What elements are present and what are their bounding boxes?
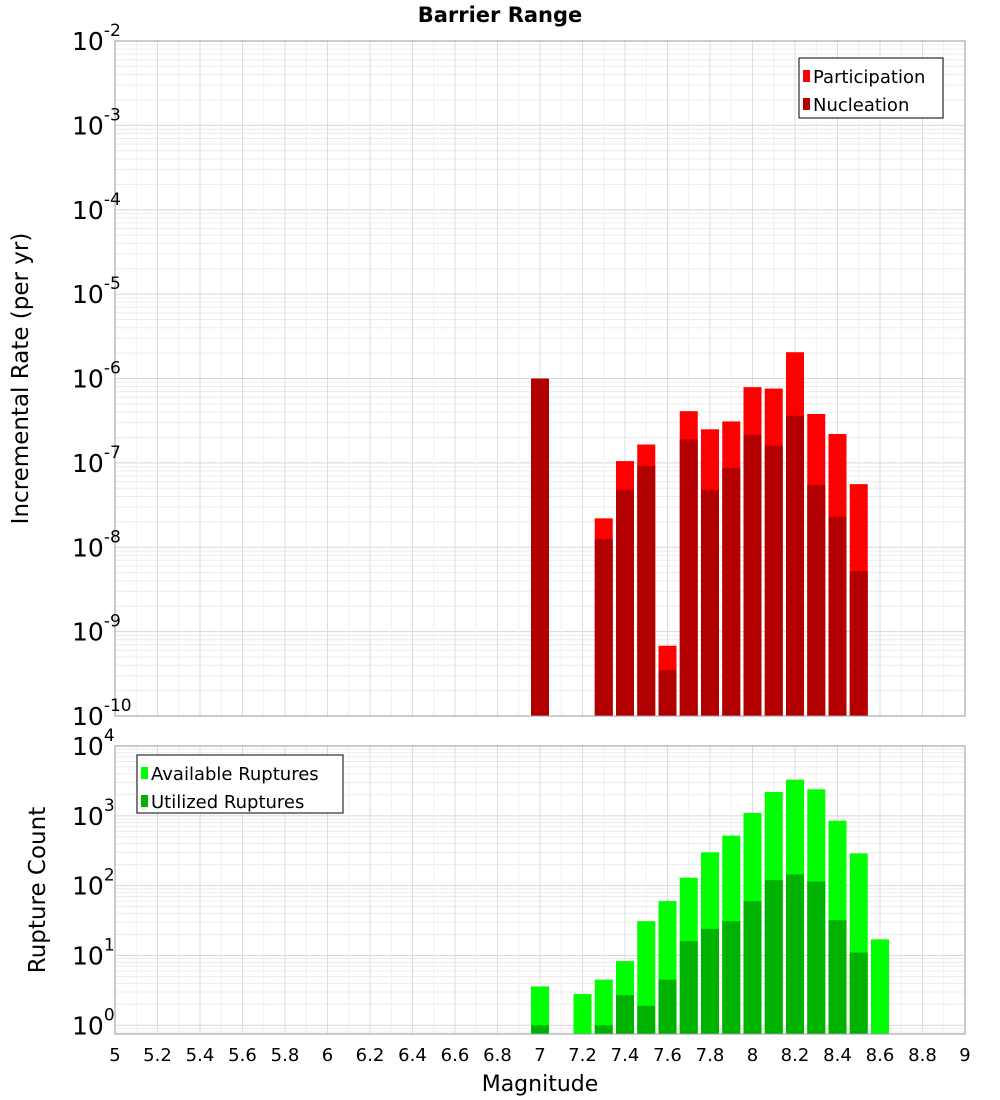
x-axis-label: Magnitude (482, 1072, 599, 1097)
bottom-bar (743, 901, 762, 1034)
x-tick-label: 8.6 (866, 1045, 895, 1066)
bottom-legend: Available Ruptures Utilized Ruptures (136, 754, 344, 814)
bottom-bar (764, 880, 783, 1034)
bottom-bar (573, 994, 592, 1034)
annotations: Barrier Range (418, 3, 583, 27)
bottom-y-tick-label: 100 (72, 1005, 115, 1040)
x-tick-label: 5.4 (186, 1045, 215, 1066)
x-tick-label: 6.4 (398, 1045, 427, 1066)
top-y-tick-label: 10-6 (72, 359, 121, 394)
bottom-bar (594, 1025, 613, 1034)
top-y-tick-label: 10-8 (72, 527, 121, 562)
top-y-tick-label: 10-4 (72, 190, 121, 225)
top-series-2 (531, 378, 868, 716)
top-y-tick-label: 10-3 (72, 105, 121, 140)
top-bar (594, 539, 613, 716)
top-bar (701, 489, 719, 716)
x-tick-label: 6.2 (356, 1045, 385, 1066)
x-tick-label: 5.8 (271, 1045, 300, 1066)
top-y-tick-label: 10-7 (72, 443, 121, 478)
bottom-bar (786, 874, 804, 1034)
x-tick-label: 7.4 (611, 1045, 640, 1066)
x-tick-label: 7 (534, 1045, 545, 1066)
top-bar (531, 378, 549, 716)
bottom-bar (807, 881, 826, 1034)
top-y-tick-label: 10-2 (72, 21, 121, 56)
x-tick-label: 8.8 (908, 1045, 937, 1066)
bottom-bar (531, 986, 549, 1034)
x-tick-label: 8 (747, 1045, 758, 1066)
x-tick-label: 6 (322, 1045, 333, 1066)
bottom-bar (701, 928, 719, 1034)
bottom-legend-swatch (141, 795, 148, 807)
top-y-ticks: 10-10 10-9 10-8 10-7 10-6 10-5 10-4 10-3 10-2 (72, 21, 132, 731)
top-bar (616, 489, 634, 716)
top-legend-label: Nucleation (813, 95, 909, 116)
top-bar (849, 571, 868, 716)
bottom-bar (594, 979, 613, 1034)
bottom-bar (616, 995, 634, 1034)
bottom-panel: 100 101 102 103 104 Rupture Count 5 5.2 5.4 5.6 5.… (25, 726, 971, 1097)
bottom-bar (828, 920, 847, 1034)
bottom-y-axis-label: Rupture Count (25, 807, 51, 973)
x-tick-label: 5 (109, 1045, 120, 1066)
top-bar (786, 415, 804, 716)
top-bar (679, 439, 698, 716)
top-bar (637, 465, 656, 716)
top-legend-swatch (803, 70, 810, 82)
top-y-axis-label: Incremental Rate (per yr) (8, 233, 34, 525)
bottom-bar (679, 941, 698, 1034)
bottom-legend-swatch (141, 767, 148, 779)
bottom-series-2 (531, 874, 868, 1034)
x-tick-label: 6.6 (441, 1045, 470, 1066)
bottom-bar (531, 1025, 549, 1034)
top-legend-box (798, 57, 944, 119)
top-y-tick-label: 10-5 (72, 274, 121, 309)
top-bar (658, 670, 677, 716)
bottom-bar (871, 939, 889, 1034)
top-bar (764, 445, 783, 716)
x-ticks: 5 5.2 5.4 5.6 5.8 6 6.2 6.4 6.6 6.8 7 7.2 7.4 7.6 7.8 8… (109, 1045, 970, 1066)
x-tick-label: 8.4 (823, 1045, 852, 1066)
top-y-tick-label: 10-9 (72, 612, 121, 647)
x-tick-label: 8.2 (781, 1045, 810, 1066)
top-frame (114, 40, 966, 717)
top-legend-swatch (803, 98, 810, 110)
top-legend: Participation Nucleation (798, 57, 944, 119)
x-tick-label: 9 (959, 1045, 970, 1066)
bottom-legend-box (136, 754, 344, 814)
x-tick-label: 5.6 (228, 1045, 257, 1066)
x-tick-label: 7.2 (568, 1045, 597, 1066)
top-legend-label: Participation (813, 67, 925, 88)
bottom-bar (658, 979, 677, 1034)
top-bar (807, 484, 826, 716)
bottom-bar (722, 921, 741, 1034)
bottom-legend-label: Utilized Ruptures (151, 792, 304, 813)
bottom-y-ticks: 100 101 102 103 104 (72, 726, 115, 1040)
bottom-legend-label: Available Ruptures (151, 764, 319, 785)
bottom-y-tick-label: 101 (72, 935, 115, 970)
top-bar (722, 467, 741, 716)
bottom-bar (849, 952, 868, 1034)
x-tick-label: 7.6 (653, 1045, 682, 1066)
bottom-bar (637, 1005, 656, 1034)
x-tick-label: 7.8 (696, 1045, 725, 1066)
bottom-y-tick-label: 103 (72, 796, 115, 831)
bottom-frame (114, 745, 966, 1035)
bottom-y-tick-label: 102 (72, 866, 115, 901)
top-bar (743, 434, 762, 716)
x-tick-label: 5.2 (143, 1045, 172, 1066)
top-bar (828, 516, 847, 716)
bottom-bar (637, 921, 656, 1034)
chart-title: Barrier Range (418, 3, 583, 27)
top-panel: 10-10 10-9 10-8 10-7 10-6 10-5 10-4 10-3 10-2 Inc… (8, 21, 966, 731)
x-tick-label: 6.8 (483, 1045, 512, 1066)
bottom-y-tick-label: 104 (72, 726, 115, 761)
top-y-tick-label: 10-10 (72, 696, 132, 731)
